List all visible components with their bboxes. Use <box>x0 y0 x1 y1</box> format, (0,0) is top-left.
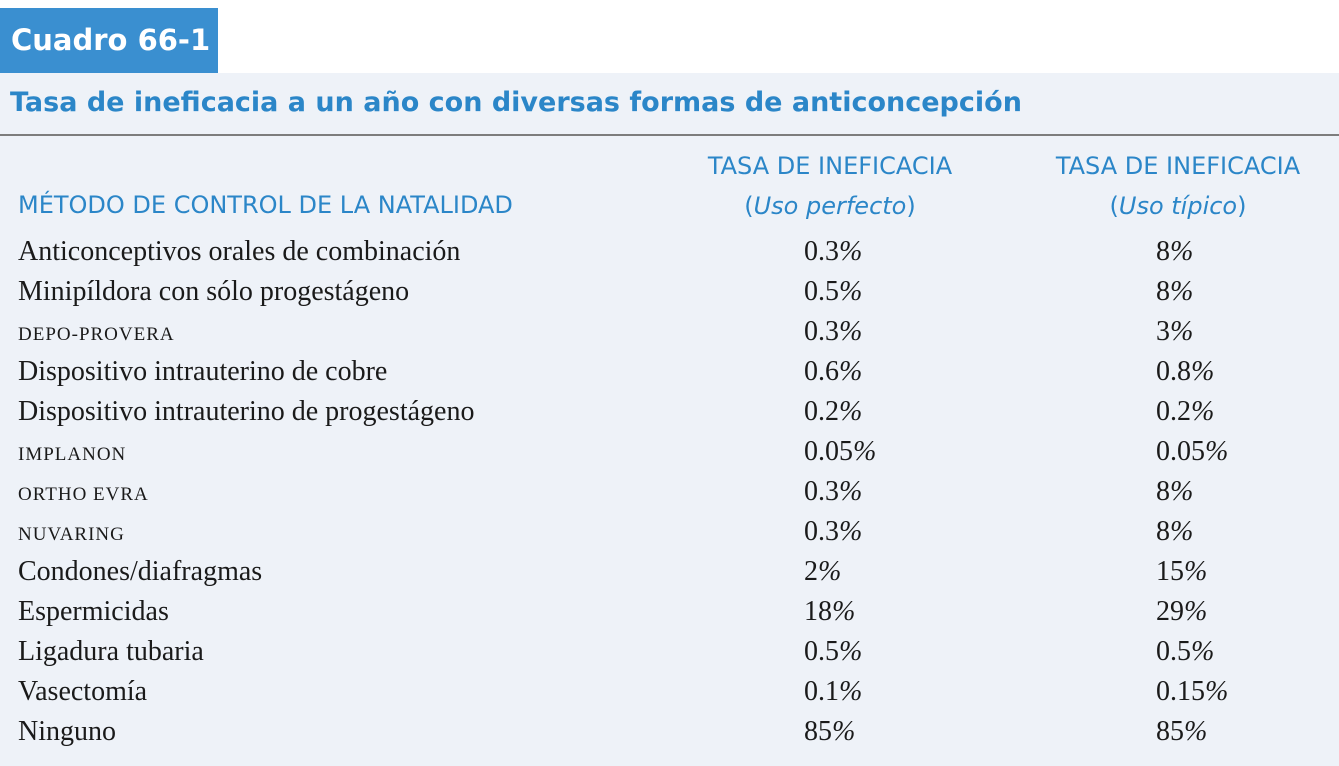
column-header-typical-title: TASA DE INEFICACIA <box>1055 152 1301 180</box>
table-row: IMPLANON 0.05% 0.05% <box>0 428 1339 468</box>
perfect-use-cell: 0.05% <box>804 436 877 467</box>
title-band: Tasa de ineficacia a un año con diversas… <box>0 73 1339 134</box>
typical-use-cell: 3% <box>1156 316 1194 347</box>
typical-use-cell: 8% <box>1156 276 1194 307</box>
typical-use-cell: 8% <box>1156 236 1194 267</box>
table-row: Ninguno 85% 85% <box>0 708 1339 748</box>
perfect-use-cell: 0.3% <box>804 516 863 547</box>
method-cell: Ninguno <box>18 716 116 747</box>
typical-use-cell: 0.2% <box>1156 396 1215 427</box>
column-header-typical-use: TASA DE INEFICACIA (Uso típico) <box>1056 146 1300 226</box>
method-cell: ORTHO EVRA <box>18 484 149 505</box>
typical-use-cell: 15% <box>1156 556 1208 587</box>
column-header-method: MÉTODO DE CONTROL DE LA NATALIDAD <box>18 191 513 219</box>
perfect-use-cell: 2% <box>804 556 842 587</box>
table-row: Ligadura tubaria 0.5% 0.5% <box>0 628 1339 668</box>
table-row: ORTHO EVRA 0.3% 8% <box>0 468 1339 508</box>
column-header-perfect-subtitle: (Uso perfecto) <box>744 192 916 220</box>
method-cell: Minipíldora con sólo progestágeno <box>18 276 410 307</box>
table-body: Anticonceptivos orales de combinación 0.3… <box>0 228 1339 766</box>
method-cell: Anticonceptivos orales de combinación <box>18 236 461 267</box>
typical-use-cell: 0.5% <box>1156 636 1215 667</box>
method-cell: NUVARING <box>18 524 125 545</box>
perfect-use-cell: 0.2% <box>804 396 863 427</box>
table-row: Anticonceptivos orales de combinación 0.3… <box>0 228 1339 268</box>
perfect-use-cell: 0.5% <box>804 636 863 667</box>
table-row: Espermicidas 18% 29% <box>0 588 1339 628</box>
method-cell: Dispositivo intrauterino de cobre <box>18 356 388 387</box>
table-row: Dispositivo intrauterino de progestágeno… <box>0 388 1339 428</box>
table-row: Minipíldora con sólo progestágeno 0.5% 8% <box>0 268 1339 308</box>
typical-use-cell: 85% <box>1156 716 1208 747</box>
table-row: DEPO-PROVERA 0.3% 3% <box>0 308 1339 348</box>
method-cell: IMPLANON <box>18 444 127 465</box>
method-cell: Vasectomía <box>18 676 148 707</box>
perfect-use-cell: 0.5% <box>804 276 863 307</box>
perfect-use-cell: 0.3% <box>804 236 863 267</box>
typical-use-cell: 0.05% <box>1156 436 1229 467</box>
column-header-typical-subtitle: (Uso típico) <box>1109 192 1247 220</box>
table-title: Tasa de ineficacia a un año con diversas… <box>10 87 1022 118</box>
table-number-tag: Cuadro 66-1 <box>0 8 218 73</box>
column-header-perfect-use: TASA DE INEFICACIA (Uso perfecto) <box>708 146 952 226</box>
perfect-use-cell: 0.3% <box>804 316 863 347</box>
perfect-use-cell: 0.3% <box>804 476 863 507</box>
perfect-use-cell: 18% <box>804 596 856 627</box>
table-row: NUVARING 0.3% 8% <box>0 508 1339 548</box>
column-header-perfect-title: TASA DE INEFICACIA <box>707 152 953 180</box>
table-header: MÉTODO DE CONTROL DE LA NATALIDAD TASA D… <box>0 136 1339 228</box>
perfect-use-cell: 85% <box>804 716 856 747</box>
typical-use-cell: 0.8% <box>1156 356 1215 387</box>
method-cell: Condones/diafragmas <box>18 556 263 587</box>
perfect-use-cell: 0.1% <box>804 676 863 707</box>
method-cell: Ligadura tubaria <box>18 636 204 667</box>
typical-use-cell: 29% <box>1156 596 1208 627</box>
table-row: Condones/diafragmas 2% 15% <box>0 548 1339 588</box>
method-cell: Dispositivo intrauterino de progestágeno <box>18 396 475 427</box>
typical-use-cell: 8% <box>1156 516 1194 547</box>
header-rule <box>0 134 1339 136</box>
typical-use-cell: 8% <box>1156 476 1194 507</box>
table-row: Vasectomía 0.1% 0.15% <box>0 668 1339 708</box>
method-cell: Espermicidas <box>18 596 169 627</box>
perfect-use-cell: 0.6% <box>804 356 863 387</box>
typical-use-cell: 0.15% <box>1156 676 1229 707</box>
table-row: Dispositivo intrauterino de cobre 0.6% 0.8… <box>0 348 1339 388</box>
method-cell: DEPO-PROVERA <box>18 324 175 345</box>
